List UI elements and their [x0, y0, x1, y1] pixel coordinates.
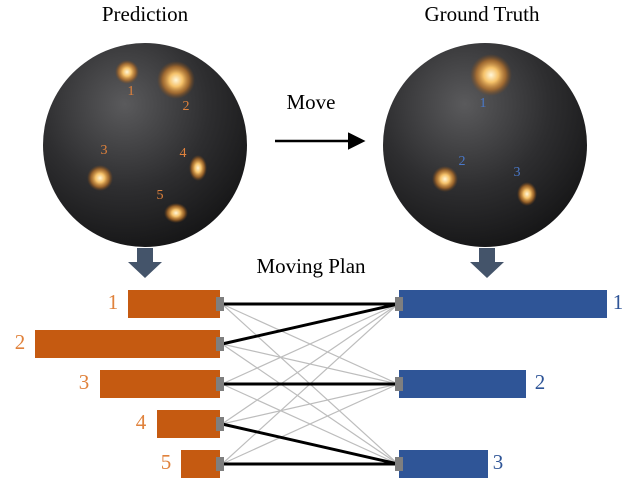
connector: [216, 297, 224, 311]
moving-plan-label: Moving Plan: [256, 254, 366, 278]
connector: [216, 337, 224, 351]
candidate-link: [221, 383, 399, 425]
truth-bar: [399, 370, 526, 398]
prediction-title: Prediction: [102, 2, 189, 26]
sphere-label: 1: [480, 96, 487, 111]
prediction-bar: [157, 410, 220, 438]
blob: [470, 54, 512, 96]
prediction-bar: [100, 370, 220, 398]
bar-label: 1: [108, 290, 119, 314]
moving-plan: 1 2 3 45 1 2 3: [15, 290, 624, 478]
sphere-label: 1: [128, 84, 135, 99]
sphere-label: 5: [157, 188, 164, 203]
move-label: Move: [287, 90, 336, 114]
prediction-bar: [181, 450, 220, 478]
bar-label: 1: [613, 290, 624, 314]
connector: [395, 457, 403, 471]
sphere-label: 2: [459, 154, 466, 169]
connector: [216, 377, 224, 391]
connector: [216, 417, 224, 431]
bar-label: 2: [535, 370, 546, 394]
sphere-label: 2: [183, 99, 190, 114]
connector: [395, 377, 403, 391]
bar-label: 3: [493, 450, 504, 474]
prediction-bar: [35, 330, 220, 358]
candidate-link: [221, 303, 399, 385]
blob: [432, 166, 458, 192]
truth-title: Ground Truth: [425, 2, 540, 26]
blob: [157, 61, 195, 99]
down-arrow: [470, 248, 504, 278]
sphere-label: 3: [514, 165, 521, 180]
candidate-link: [221, 383, 399, 465]
prediction-bar: [128, 290, 220, 318]
bar-label: 4: [136, 410, 147, 434]
prediction-sphere: [43, 43, 247, 247]
match-link: [221, 422, 399, 466]
truth-bar: [399, 290, 607, 318]
blob: [517, 182, 537, 206]
bar-label: 2: [15, 330, 26, 354]
bar-label: 3: [79, 370, 90, 394]
blob: [87, 165, 113, 191]
connector: [395, 297, 403, 311]
sphere-label: 3: [101, 143, 108, 158]
match-link: [221, 302, 399, 346]
connector: [216, 457, 224, 471]
bar-label: 5: [161, 450, 172, 474]
sphere-label: 4: [180, 146, 187, 161]
blob: [115, 60, 139, 84]
blob: [189, 155, 207, 181]
blob: [164, 203, 188, 223]
down-arrow: [128, 248, 162, 278]
candidate-link: [221, 303, 399, 425]
truth-bar: [399, 450, 488, 478]
